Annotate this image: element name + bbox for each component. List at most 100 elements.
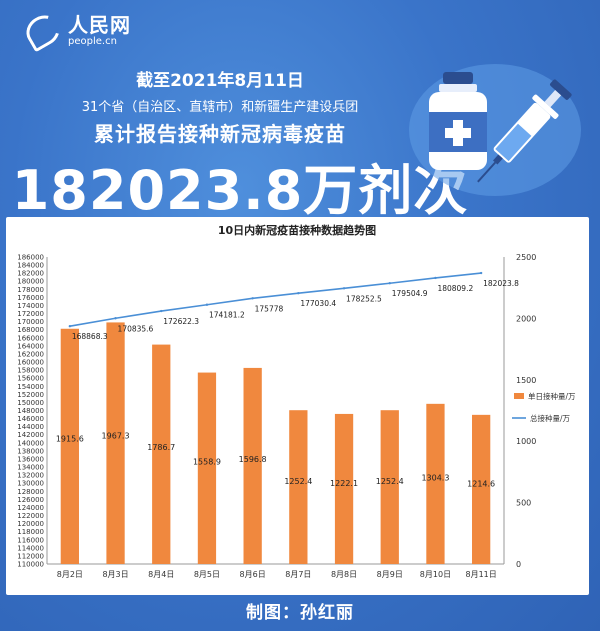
y-left-tick-label: 134000 [17,464,44,472]
line-value-label: 182023.8 [483,279,519,288]
bar-value-label: 1596.8 [239,455,267,464]
x-tick-label: 8月8日 [331,570,357,579]
line-value-label: 175778 [255,304,284,313]
bar-value-label: 1558.9 [193,457,221,466]
line-value-label: 174181.2 [209,311,245,320]
y-left-tick-label: 112000 [17,552,44,560]
y-left-tick-label: 124000 [17,504,44,512]
y-left-tick-label: 170000 [17,318,44,326]
bar [197,372,217,564]
legend-bar-label: 单日接种量/万 [528,391,576,401]
x-tick-label: 8月10日 [420,570,451,579]
headline: 累计报告接种新冠病毒疫苗 [94,122,346,146]
vaccine-syringe-icon [409,64,581,196]
line-point [388,282,391,285]
y-left-tick-label: 166000 [17,334,44,342]
bar [472,414,491,564]
y-left-tick-label: 162000 [17,350,44,358]
total-doses-figure: 182023.8万剂次 [11,159,469,222]
line-point [160,309,163,313]
bar-value-label: 1967.3 [102,431,130,440]
y-left-tick-label: 174000 [17,302,44,310]
y-left-tick-label: 160000 [17,359,44,367]
y-left-tick-label: 176000 [17,294,44,302]
logo-swirl-icon [20,9,66,52]
bar [152,344,171,564]
y-left-tick-label: 148000 [17,407,44,415]
bar-value-label: 1304.3 [421,474,449,483]
line-point [434,276,437,280]
line-value-label: 168868.3 [72,332,108,341]
y-left-tick-label: 114000 [17,544,44,552]
line-point [68,325,72,328]
people-cn-logo: 人民网 people.cn [20,9,131,52]
y-left-tick-label: 182000 [17,270,44,278]
y-left-tick-label: 138000 [17,447,44,455]
line-point [251,297,254,300]
line-value-label: 179504.9 [392,289,428,298]
legend-line-label: 总接种量/万 [530,413,571,423]
y-left-tick-label: 140000 [17,439,44,447]
bar-value-label: 1252.4 [376,477,404,486]
y-left-tick-label: 172000 [17,310,44,318]
y-left-tick-label: 118000 [17,528,44,536]
line-point [479,271,483,275]
y-left-tick-label: 130000 [17,480,44,488]
y-left-tick-label: 128000 [17,488,44,496]
bar [334,413,354,564]
x-tick-label: 8月5日 [194,570,220,579]
bar [243,367,262,564]
x-tick-label: 8月11日 [466,570,497,579]
bar [289,410,308,564]
line-point [114,317,117,320]
bar [380,410,399,564]
bar-value-label: 1222.1 [330,479,358,488]
y-left-tick-label: 136000 [17,455,44,463]
x-tick-label: 8月2日 [57,570,83,579]
line-value-label: 172622.3 [163,317,199,326]
y-left-tick-label: 154000 [17,383,44,391]
bar [426,403,445,564]
y-left-tick-label: 110000 [17,561,44,569]
y-left-tick-label: 152000 [17,391,44,399]
line-point [342,287,346,290]
bar-value-label: 1214.6 [467,479,495,488]
y-left-tick-label: 122000 [17,512,44,520]
y-left-tick-label: 180000 [17,278,44,286]
bar [60,328,79,564]
x-tick-label: 8月6日 [240,570,266,579]
legend-bar-swatch [514,393,524,399]
y-right-tick-label: 500 [516,499,531,508]
line-point [297,292,300,295]
line-value-label: 178252.5 [346,294,382,303]
bar [106,322,125,564]
x-tick-label: 8月4日 [148,570,174,579]
x-tick-label: 8月9日 [377,570,403,579]
y-left-tick-label: 178000 [17,286,44,294]
y-right-tick-label: 0 [516,560,521,569]
y-left-tick-label: 126000 [17,496,44,504]
region-line: 31个省（自治区、直辖市）和新疆生产建设兵团 [81,100,359,115]
bar-value-label: 1915.6 [56,435,84,444]
line-value-label: 180809.2 [437,284,473,293]
line-value-label: 177030.4 [300,299,336,308]
y-right-tick-label: 2000 [516,314,536,323]
y-left-tick-label: 132000 [17,472,44,480]
y-left-tick-label: 184000 [17,262,44,270]
x-tick-label: 8月7日 [285,570,311,579]
line-value-label: 170835.6 [118,324,154,333]
y-left-tick-label: 142000 [17,431,44,439]
y-left-tick-label: 156000 [17,375,44,383]
y-left-tick-label: 120000 [17,520,44,528]
y-left-tick-label: 146000 [17,415,44,423]
y-right-tick-label: 2500 [516,253,536,262]
credit-line: 制图：孙红丽 [246,603,354,623]
y-left-tick-label: 150000 [17,399,44,407]
y-right-tick-label: 1500 [516,376,536,385]
chart-title: 10日内新冠疫苗接种数据趋势图 [218,223,376,237]
total-line-series [69,272,482,327]
x-tick-label: 8月3日 [102,570,128,579]
y-right-tick-label: 1000 [516,437,536,446]
y-left-tick-label: 168000 [17,326,44,334]
y-left-tick-label: 116000 [17,536,44,544]
